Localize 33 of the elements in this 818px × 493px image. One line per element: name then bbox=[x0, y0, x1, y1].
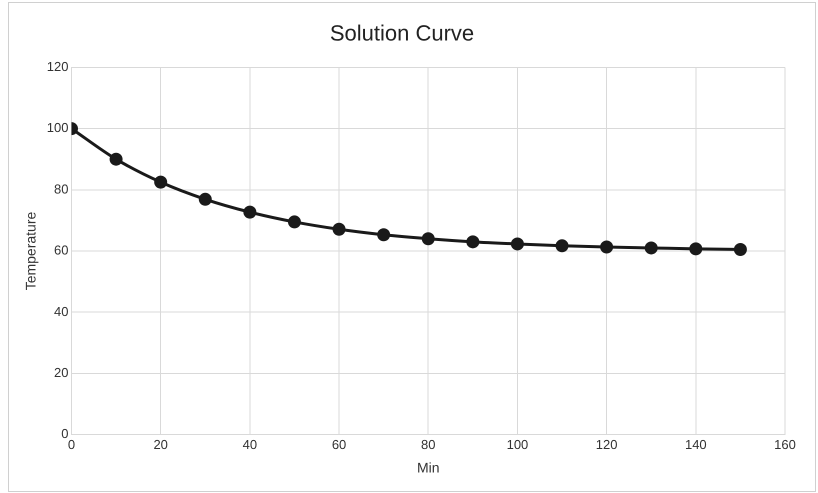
point bbox=[377, 228, 390, 242]
point bbox=[288, 215, 301, 228]
point bbox=[422, 232, 435, 246]
point bbox=[556, 239, 569, 252]
y-tick-label: 40 bbox=[54, 304, 68, 319]
x-tick-label: 60 bbox=[332, 436, 346, 452]
y-axis-title: Temperature bbox=[22, 211, 38, 290]
point bbox=[198, 192, 212, 206]
y-tick-label: 20 bbox=[54, 364, 68, 380]
x-tick-label: 140 bbox=[684, 436, 707, 452]
y-tick-label: 100 bbox=[46, 120, 68, 136]
x-tick-label: 100 bbox=[506, 436, 528, 452]
y-tick-label: 60 bbox=[54, 242, 68, 258]
point bbox=[510, 237, 524, 250]
x-tick-label: 120 bbox=[596, 436, 618, 452]
x-tick-label: 160 bbox=[774, 436, 796, 452]
point bbox=[734, 242, 747, 256]
point bbox=[466, 235, 480, 248]
y-tick-label: 80 bbox=[54, 181, 68, 196]
point bbox=[644, 241, 658, 254]
point bbox=[332, 222, 346, 236]
x-axis-title: Min bbox=[416, 459, 440, 476]
y-tick-label: 120 bbox=[46, 58, 68, 74]
y-tick-label: 0 bbox=[61, 426, 68, 442]
point bbox=[600, 240, 614, 254]
point bbox=[154, 176, 168, 189]
point bbox=[243, 206, 256, 219]
x-tick-label: 40 bbox=[242, 436, 258, 452]
x-tick-label: 20 bbox=[153, 436, 168, 452]
chart-title: Solution Curve bbox=[330, 20, 474, 46]
point bbox=[689, 242, 702, 256]
point bbox=[110, 152, 123, 166]
x-tick-label: 80 bbox=[421, 436, 436, 452]
